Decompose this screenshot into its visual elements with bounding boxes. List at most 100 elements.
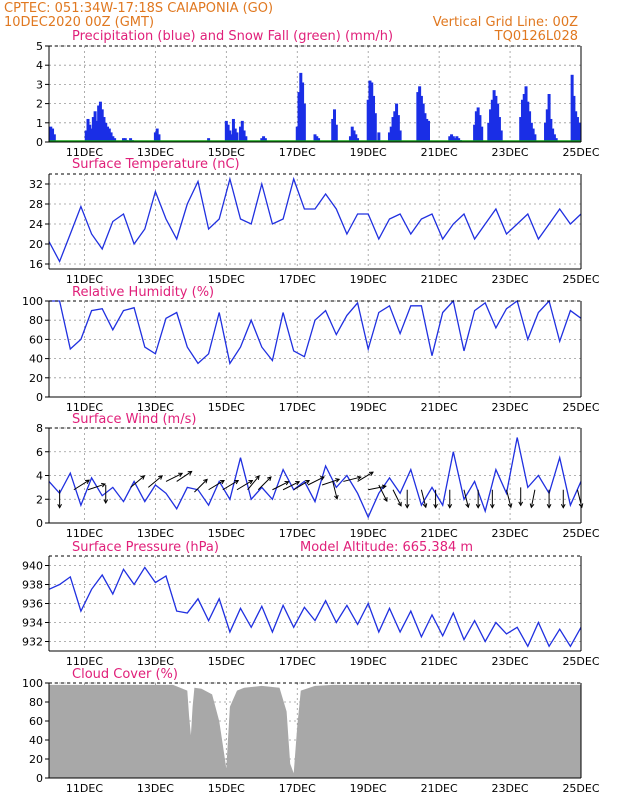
precip-ytick-label: 0 (36, 136, 43, 149)
precip-bar (490, 99, 494, 142)
wind-arrow (420, 489, 428, 509)
precip-title: Precipitation (blue) and Snow Fall (gree… (72, 29, 393, 44)
temp-ytick-label: 24 (29, 218, 43, 231)
rh-xtick-label: 13DEC (137, 401, 174, 414)
wind-arrow (236, 479, 254, 491)
precip-bar (575, 117, 579, 142)
precip-bar (497, 117, 501, 142)
precip-bar (368, 80, 372, 142)
precip-bar (315, 136, 319, 142)
wind-arrow (293, 479, 311, 491)
wind-ytick-label: 2 (36, 493, 43, 506)
precip-bar (366, 99, 370, 142)
rh-ytick-label: 100 (22, 295, 43, 308)
precip-bar (207, 138, 211, 142)
precip-bar (113, 138, 117, 142)
precip-panel: 11DEC 13DEC 15DEC 17DEC 19DEC 21DEC 23DEC 25DEC… (36, 40, 600, 159)
precip-bar (356, 138, 360, 142)
rh-xtick-label: 19DEC (350, 401, 387, 414)
temp-ytick-label: 16 (29, 258, 43, 271)
wind-arrow (463, 489, 470, 509)
pres-xtick-label: 19DEC (350, 655, 387, 668)
pres-xtick-label: 13DEC (137, 655, 174, 668)
precip-bar (549, 118, 553, 142)
cloud-ytick-label: 100 (22, 677, 43, 690)
precip-bar (577, 122, 581, 142)
precip-bar (533, 134, 537, 142)
rh-ytick-label: 60 (29, 333, 43, 346)
precip-bar (377, 132, 381, 142)
precip-bar (123, 138, 127, 142)
precip-bar (334, 124, 338, 142)
precip-bar (260, 138, 264, 142)
wind-arrow (176, 470, 193, 482)
precip-bar (373, 113, 377, 142)
wind-arrow (529, 489, 536, 509)
wind-xtick-label: 15DEC (208, 527, 245, 540)
cloud-title: Cloud Cover (%) (72, 667, 178, 682)
pres-ytick-label: 940 (22, 560, 43, 573)
precip-bar (545, 109, 549, 142)
precip-bar (51, 128, 55, 142)
precip-bar (455, 136, 459, 142)
precip-bar (478, 115, 482, 142)
wind-arrow (357, 471, 374, 482)
temp-panel: 11DEC 13DEC 15DEC 17DEC 19DEC 21DEC 23DEC 25DEC… (29, 173, 600, 286)
precip-bar (107, 128, 111, 142)
precip-bar (473, 124, 477, 142)
precip-xtick-label: 25DEC (562, 146, 599, 159)
temp-xtick-label: 11DEC (66, 273, 103, 286)
precip-bar (480, 126, 484, 142)
wind-arrow (332, 481, 339, 500)
precip-bar (524, 86, 528, 142)
wind-arrow (576, 489, 584, 509)
precip-bar (228, 130, 232, 142)
precip-bar (492, 90, 496, 142)
precip-bar (233, 128, 237, 142)
temp-series-line (48, 176, 582, 264)
precip-bar (121, 138, 125, 142)
precip-bar (372, 95, 376, 142)
wind-xtick-label: 21DEC (421, 527, 458, 540)
precip-bar (552, 134, 556, 142)
wind-ytick-label: 4 (36, 470, 43, 483)
precip-bar (109, 132, 113, 142)
precip-bar (544, 122, 548, 142)
precip-bar (450, 134, 454, 142)
wind-arrow (222, 479, 240, 491)
precip-bar (396, 115, 400, 142)
precip-ytick-label: 1 (36, 117, 43, 130)
precip-bar (231, 118, 235, 142)
pres-series-line (48, 566, 582, 648)
precip-bar (453, 138, 457, 142)
wind-arrow (147, 475, 163, 488)
precip-ytick-label: 2 (36, 98, 43, 111)
precip-bar (457, 138, 461, 142)
precip-bar (391, 117, 395, 142)
temp-xtick-label: 17DEC (279, 273, 316, 286)
rh-ytick-label: 0 (36, 391, 43, 404)
precip-bar (494, 95, 498, 142)
wind-ytick-label: 0 (36, 517, 43, 530)
cloud-xtick-label: 15DEC (208, 782, 245, 795)
wind-arrow (506, 489, 513, 509)
wind-arrow (208, 479, 225, 491)
wind-arrow (475, 489, 481, 509)
wind-arrow (433, 489, 438, 509)
precip-bar (97, 105, 101, 142)
pres-ytick-label: 936 (22, 598, 43, 611)
wind-arrow (57, 489, 62, 509)
precip-bar (244, 136, 248, 142)
wind-arrow (404, 489, 410, 509)
precip-bar (522, 94, 526, 142)
precip-bar (448, 136, 452, 142)
cloud-xtick-label: 21DEC (421, 782, 458, 795)
precip-bar (520, 99, 524, 142)
precip-bar (317, 138, 321, 142)
cloud-ytick-label: 0 (36, 772, 43, 785)
wind-series-line (48, 437, 582, 519)
header-grid-info: Vertical Grid Line: 00Z (433, 15, 578, 30)
precip-xtick-label: 21DEC (421, 146, 458, 159)
wind-arrow (103, 485, 109, 505)
